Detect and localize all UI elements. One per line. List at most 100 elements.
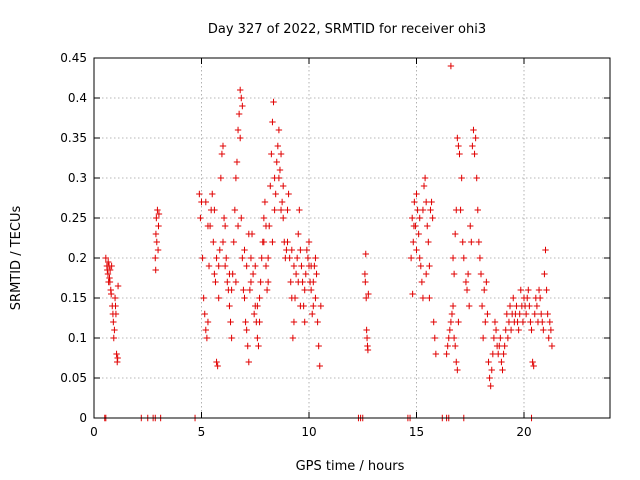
data-point	[316, 362, 323, 370]
data-point	[484, 310, 491, 318]
data-point	[256, 294, 263, 302]
data-point	[113, 350, 120, 358]
data-point	[243, 262, 250, 270]
y-tick-label: 0.2	[68, 251, 87, 265]
data-point	[276, 166, 284, 174]
data-point	[218, 150, 226, 158]
data-point	[256, 318, 263, 326]
data-point	[245, 358, 252, 366]
data-point	[458, 174, 465, 182]
data-point	[514, 318, 521, 326]
data-point	[531, 310, 538, 318]
data-point	[495, 350, 502, 358]
data-point	[302, 270, 309, 278]
data-point	[106, 266, 114, 274]
data-point	[290, 262, 298, 270]
data-point	[486, 374, 493, 382]
data-point	[425, 238, 432, 246]
data-point	[280, 182, 287, 190]
data-point	[114, 354, 121, 362]
data-point	[506, 302, 514, 310]
data-point	[260, 238, 268, 246]
data-point	[196, 190, 203, 198]
data-point	[310, 302, 317, 310]
plot-frame	[93, 57, 611, 419]
data-point	[254, 302, 261, 310]
data-point	[220, 214, 228, 222]
data-point	[526, 302, 533, 310]
data-point	[445, 334, 452, 342]
axis-ticks: 0 0.05 0.1 0.15 0.2 0.25 0.3 0.35 0.4 0.45 0 5 10 15 2…	[60, 51, 610, 439]
data-point	[310, 278, 317, 286]
data-point	[247, 254, 255, 262]
data-point	[312, 254, 319, 262]
data-point	[269, 238, 276, 246]
data-point	[252, 262, 259, 270]
data-point	[428, 198, 435, 206]
data-point	[154, 246, 162, 254]
grid	[94, 58, 610, 418]
data-point	[237, 134, 244, 142]
data-point	[295, 278, 302, 286]
data-point	[221, 222, 229, 230]
data-point	[463, 286, 471, 294]
data-point	[298, 262, 305, 270]
data-point	[155, 210, 163, 218]
data-point	[517, 286, 524, 294]
data-point	[465, 302, 473, 310]
chart-title: Day 327 of 2022, SRMTID for receiver ohi…	[208, 22, 486, 37]
data-point	[203, 334, 211, 342]
data-point	[499, 366, 506, 374]
data-point	[291, 294, 299, 302]
data-point	[471, 150, 478, 158]
y-tick-label: 0.3	[68, 171, 87, 185]
data-point	[232, 278, 240, 286]
data-point	[110, 334, 117, 342]
data-point	[211, 270, 218, 278]
data-point	[293, 254, 301, 262]
data-point	[202, 326, 209, 334]
data-point	[210, 238, 217, 246]
data-point	[481, 286, 488, 294]
data-point	[238, 94, 245, 102]
data-point	[264, 254, 272, 262]
data-point	[307, 286, 315, 294]
data-point	[315, 342, 322, 350]
x-tick-label: 0	[90, 425, 98, 439]
data-point	[513, 302, 520, 310]
data-point	[482, 318, 489, 326]
data-point	[257, 278, 264, 286]
data-point	[419, 294, 427, 302]
data-point	[255, 342, 262, 350]
data-point	[410, 238, 417, 246]
data-point	[209, 190, 216, 198]
data-point	[524, 294, 531, 302]
data-point	[286, 254, 293, 262]
data-point	[530, 362, 537, 370]
data-point	[303, 246, 311, 254]
data-point	[250, 310, 258, 318]
data-point	[414, 206, 421, 214]
data-point	[261, 198, 269, 206]
data-point	[515, 326, 522, 334]
data-point	[288, 246, 295, 254]
data-point	[503, 310, 510, 318]
data-point	[364, 346, 372, 354]
data-point	[283, 246, 290, 254]
data-point	[201, 310, 208, 318]
data-point	[239, 102, 246, 110]
data-point	[197, 214, 204, 222]
data-point	[413, 246, 420, 254]
data-point	[496, 342, 503, 350]
data-point	[407, 254, 415, 262]
data-point	[274, 142, 282, 150]
data-point	[455, 318, 462, 326]
data-point	[448, 310, 456, 318]
data-point	[362, 294, 370, 302]
data-point	[541, 270, 548, 278]
data-point	[516, 310, 523, 318]
data-point	[548, 342, 556, 350]
data-point	[416, 214, 423, 222]
data-point	[301, 318, 308, 326]
